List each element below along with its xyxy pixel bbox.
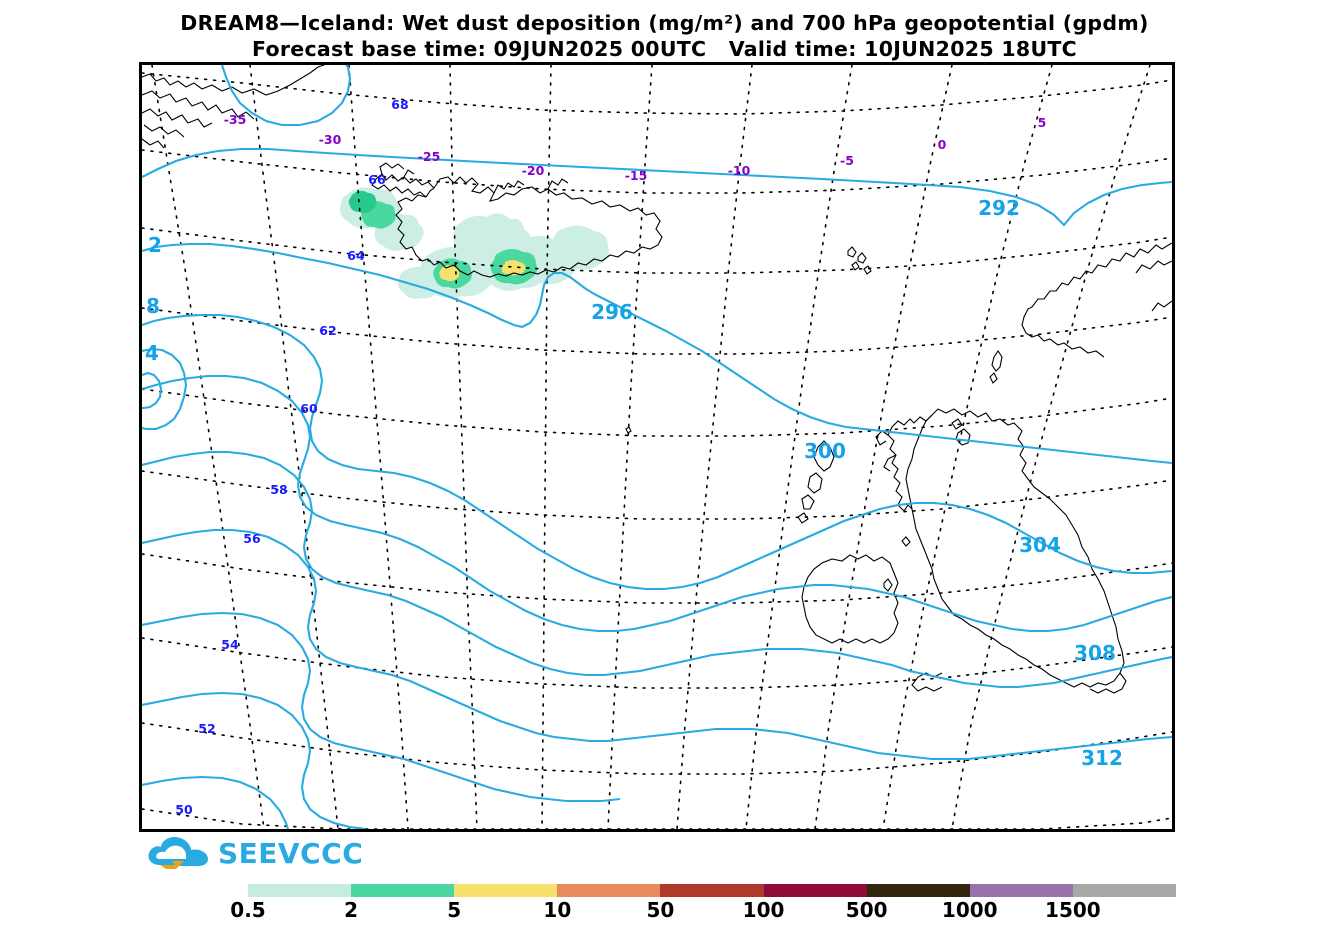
longitude-label-2: -25 <box>418 149 441 164</box>
colorbar-segment-0 <box>248 884 352 897</box>
longitude-label-8: 5 <box>1038 115 1047 130</box>
contour-value-labels: 292 296 300 304 308 312 <box>591 196 1123 770</box>
colorbar-tick-5: 5 <box>447 898 462 922</box>
latitude-label-7: 54 <box>221 637 239 652</box>
colorbar-segment-8 <box>1072 884 1176 897</box>
latitude-label-8: 52 <box>198 721 215 736</box>
colorbar-gradient <box>248 884 1176 897</box>
longitude-label-3: -20 <box>522 163 545 178</box>
longitude-label-6: -5 <box>840 153 854 168</box>
contour-label-3: 304 <box>1019 533 1061 557</box>
colorbar: 0.5 2 5 10 50 100 500 1000 1500 <box>216 884 1176 924</box>
colorbar-segment-3 <box>557 884 661 897</box>
contour-label-4: 308 <box>1074 641 1116 665</box>
longitude-label-7: 0 <box>938 137 947 152</box>
colorbar-segment-1 <box>351 884 455 897</box>
seevccc-logo: SEEVCCC <box>146 834 364 874</box>
contour-label-5: 312 <box>1081 746 1123 770</box>
contour-label-0: 292 <box>978 196 1020 220</box>
colorbar-tick-100: 100 <box>742 898 785 922</box>
latitude-label-1: 66 <box>368 172 386 187</box>
colorbar-tick-2: 2 <box>344 898 359 922</box>
contour-label-1: 296 <box>591 300 633 324</box>
longitude-label-4: -15 <box>625 168 648 183</box>
latitude-label-5: 58 <box>270 482 287 497</box>
coastlines <box>142 65 1172 694</box>
page-title: DREAM8—Iceland: Wet dust deposition (mg/… <box>180 11 1149 35</box>
latitude-label-2: 64 <box>347 248 365 263</box>
map-panel[interactable]: -35 -30 -25 -20 -15 -10 -5 0 5 68 66 64 62 60 58 56 54 5… <box>139 62 1175 832</box>
chart-title-block: DREAM8—Iceland: Wet dust deposition (mg/… <box>0 10 1329 62</box>
longitude-labels: -35 -30 -25 -20 -15 -10 -5 0 5 <box>224 112 1047 183</box>
colorbar-tick-1000: 1000 <box>941 898 998 922</box>
colorbar-segment-5 <box>763 884 867 897</box>
contour-edge-label-1: 8 <box>146 294 160 318</box>
colorbar-tick-0.5: 0.5 <box>230 898 266 922</box>
map-canvas[interactable]: -35 -30 -25 -20 -15 -10 -5 0 5 68 66 64 62 60 58 56 54 5… <box>142 65 1172 829</box>
contour-edge-labels: 2 8 4 <box>145 233 162 365</box>
dust-deposition-shading <box>339 187 609 299</box>
logo-text: SEEVCCC <box>218 837 364 870</box>
cloud-arrow-icon <box>148 837 208 869</box>
colorbar-segment-4 <box>660 884 764 897</box>
latitude-labels: 68 66 64 62 60 58 56 54 52 50 <box>175 97 408 817</box>
contour-edge-label-0: 2 <box>148 233 162 257</box>
contour-label-2: 300 <box>804 439 846 463</box>
colorbar-segment-2 <box>454 884 558 897</box>
latitude-label-0: 68 <box>391 97 408 112</box>
colorbar-segment-7 <box>969 884 1073 897</box>
contour-edge-label-2: 4 <box>145 341 159 365</box>
longitude-label-5: -10 <box>728 163 751 178</box>
colorbar-tick-1500: 1500 <box>1045 898 1101 922</box>
colorbar-tick-500: 500 <box>845 898 888 922</box>
longitude-label-0: -35 <box>224 112 247 127</box>
colorbar-segment-6 <box>866 884 970 897</box>
latitude-label-6: 56 <box>243 531 261 546</box>
latitude-label-9: 50 <box>175 802 193 817</box>
latitude-label-4: 60 <box>300 401 318 416</box>
geopotential-contours <box>142 65 1172 829</box>
colorbar-tick-10: 10 <box>543 898 572 922</box>
longitude-label-1: -30 <box>319 132 342 147</box>
forecast-time-line: Forecast base time: 09JUN2025 00UTC Vali… <box>251 37 1078 61</box>
colorbar-tick-50: 50 <box>646 898 675 922</box>
latitude-label-3: 62 <box>319 323 336 338</box>
colorbar-tick-labels: 0.5 2 5 10 50 100 500 1000 1500 <box>216 898 1176 924</box>
